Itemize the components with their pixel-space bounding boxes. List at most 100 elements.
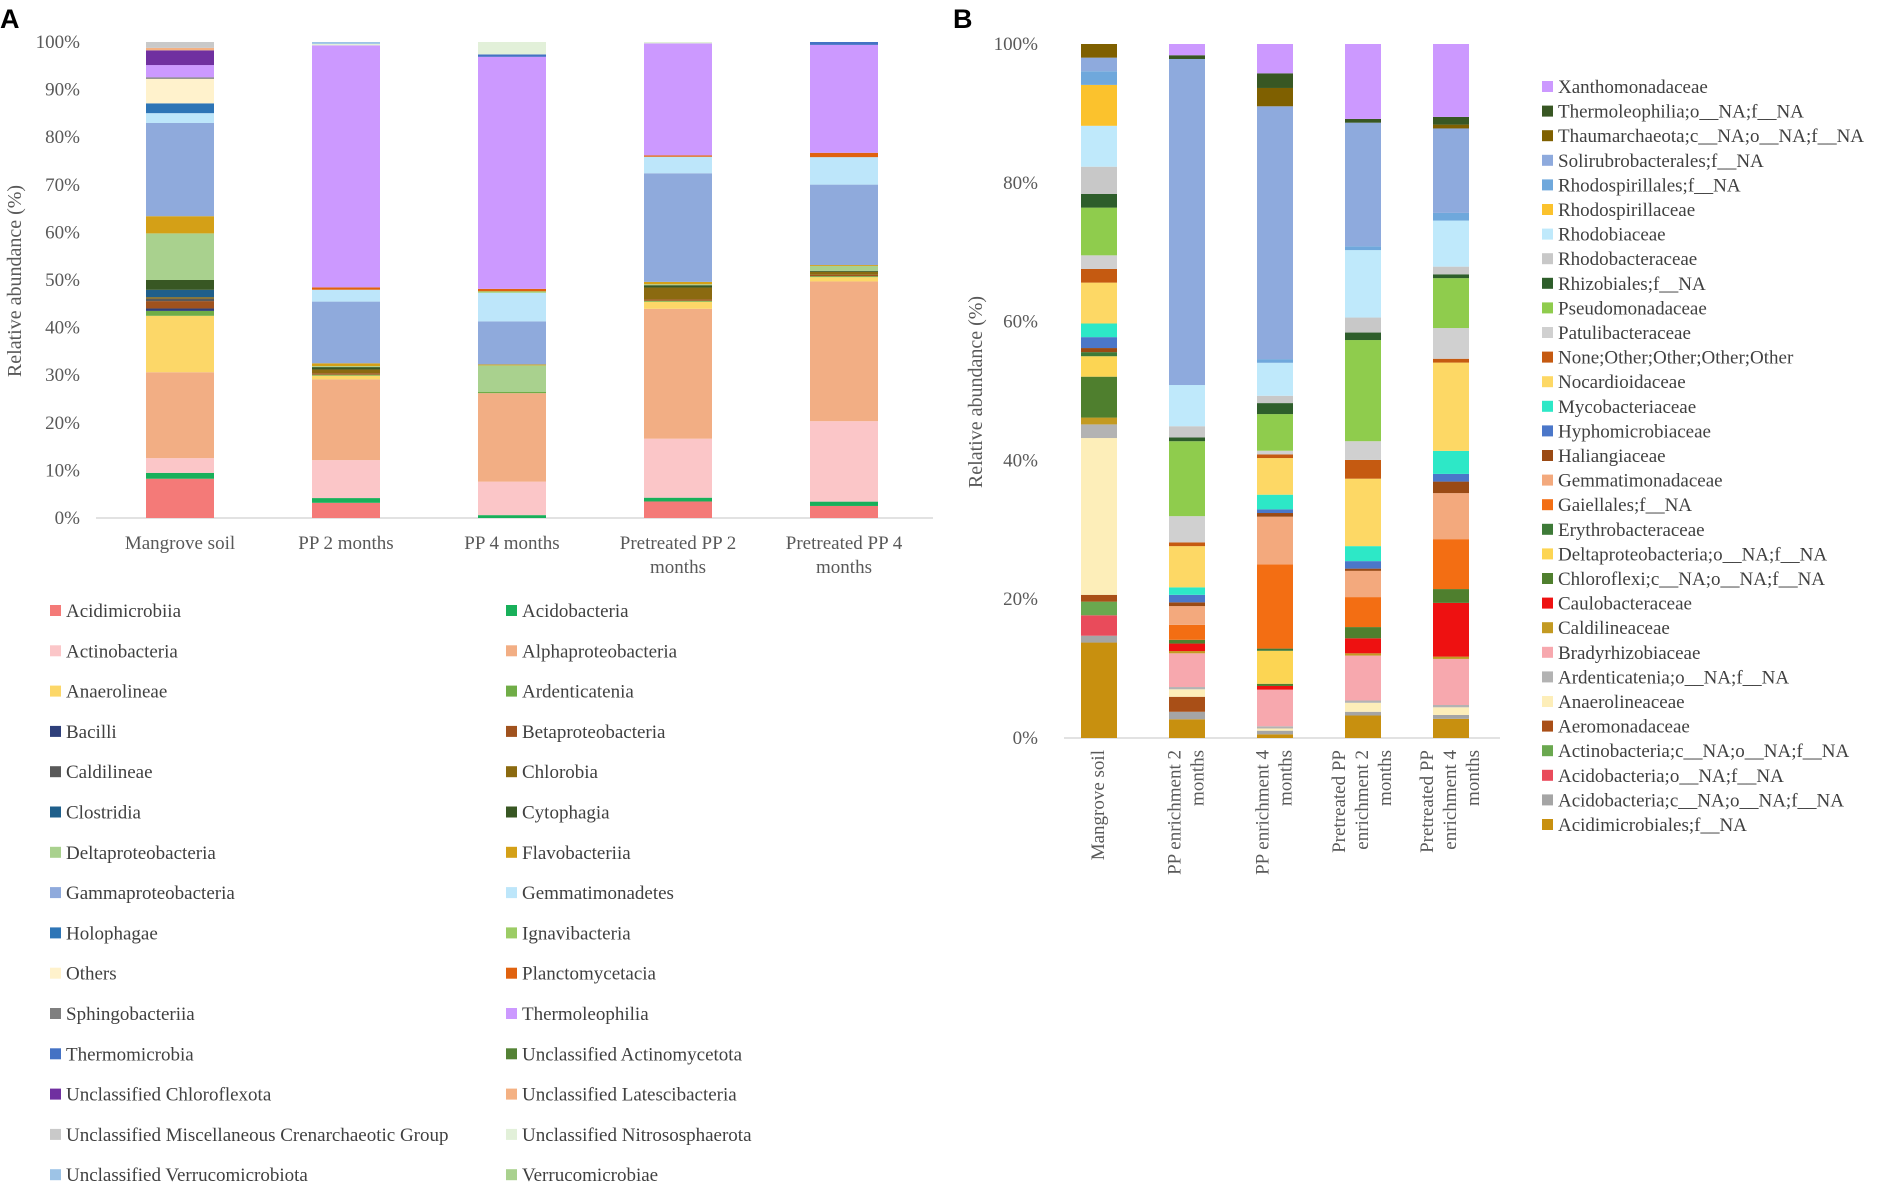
a-legend-item: Actinobacteria xyxy=(50,641,178,662)
a-bar-segment xyxy=(312,498,380,503)
b-bar-segment xyxy=(1257,650,1293,684)
b-legend-label: Deltaproteobacteria;o__NA;f__NA xyxy=(1558,544,1827,565)
b-category-label: months xyxy=(1375,750,1396,806)
b-bar-segment xyxy=(1257,403,1293,415)
a-bar-segment xyxy=(312,502,380,518)
a-bar-segment xyxy=(146,103,214,114)
a-bar-segment xyxy=(146,458,214,473)
a-bar-segment xyxy=(146,315,214,373)
b-bar-segment xyxy=(1081,337,1117,349)
b-bar-segment xyxy=(1345,340,1381,442)
a-bar-segment xyxy=(478,288,546,292)
a-legend-label: Actinobacteria xyxy=(66,641,178,662)
a-bar-stack xyxy=(146,42,214,518)
b-bar-segment xyxy=(1345,570,1381,598)
b-bar-segment xyxy=(1257,362,1293,396)
a-bar-segment xyxy=(478,481,546,516)
b-bar-segment xyxy=(1081,282,1117,324)
a-bar-segment xyxy=(312,363,380,367)
a-legend-swatch xyxy=(50,806,61,818)
a-legend-swatch xyxy=(506,927,517,939)
b-legend-swatch xyxy=(1542,548,1553,560)
b-bar-segment xyxy=(1169,542,1205,547)
b-bar-segment xyxy=(1345,655,1381,701)
b-bar-segment xyxy=(1345,44,1381,119)
b-legend-swatch xyxy=(1542,720,1553,732)
b-bar-segment xyxy=(1169,58,1205,386)
b-bar-segment xyxy=(1345,711,1381,716)
a-legend-item: Sphingobacteriia xyxy=(50,1004,195,1025)
a-legend-swatch xyxy=(506,887,517,899)
b-legend-swatch xyxy=(1542,671,1553,683)
a-legend-swatch xyxy=(506,1128,517,1140)
b-legend-item: Anaerolineaceae xyxy=(1542,692,1685,713)
b-legend-item: Patulibacteraceae xyxy=(1542,323,1691,344)
b-legend-item: Nocardioidaceae xyxy=(1542,372,1686,393)
a-bar-segment xyxy=(478,56,546,289)
a-bar-segment xyxy=(810,277,878,282)
a-bar-segment xyxy=(810,42,878,45)
a-bar-segment xyxy=(312,379,380,461)
b-legend-label: Gemmatimonadaceae xyxy=(1558,471,1723,492)
b-legend-swatch xyxy=(1542,622,1553,634)
b-bar-segment xyxy=(1257,87,1293,107)
a-y-tick-label: 10% xyxy=(45,460,80,481)
b-bar-segment xyxy=(1081,268,1117,283)
b-y-tick-label: 80% xyxy=(1003,173,1038,194)
a-legend-label: Thermomicrobia xyxy=(66,1044,194,1065)
a-bar-segment xyxy=(312,43,380,46)
a-legend-label: Alphaproteobacteria xyxy=(522,641,678,662)
a-bar-segment xyxy=(146,301,214,309)
a-bar-segment xyxy=(146,310,214,316)
a-bar-segment xyxy=(146,297,214,299)
a-legend-item: Unclassified Miscellaneous Crenarchaeoti… xyxy=(50,1125,449,1146)
a-legend-label: Cytophagia xyxy=(522,803,610,824)
b-legend-label: Chloroflexi;c__NA;o__NA;f__NA xyxy=(1558,569,1825,590)
a-legend-swatch xyxy=(506,685,517,697)
a-bar-segment xyxy=(810,265,878,267)
a-legend-swatch xyxy=(506,1008,517,1019)
a-bar-segment xyxy=(810,501,878,506)
a-y-tick-label: 30% xyxy=(45,365,80,386)
b-y-tick-label: 100% xyxy=(994,34,1039,55)
a-legend-label: Acidobacteria xyxy=(522,601,629,622)
b-legend-label: Rhodobiaceae xyxy=(1558,225,1666,246)
a-bar-segment xyxy=(810,152,878,158)
a-legend-swatch xyxy=(506,605,517,616)
a-bar-segment xyxy=(312,366,380,368)
b-legend-swatch xyxy=(1542,81,1553,92)
b-bar-segment xyxy=(1433,450,1469,474)
b-legend-item: Ardenticatenia;o__NA;f__NA xyxy=(1542,667,1789,688)
b-legend-swatch xyxy=(1542,302,1553,314)
b-bar-segment xyxy=(1081,323,1117,338)
panel-b-y-axis-label: Relative abundance (%) xyxy=(965,296,987,488)
a-legend-item: Bacilli xyxy=(50,722,117,743)
panel-a-y-axis-label: Relative abundance (%) xyxy=(4,185,26,377)
a-legend-label: Unclassified Miscellaneous Crenarchaeoti… xyxy=(66,1125,449,1146)
b-legend-swatch xyxy=(1542,794,1553,806)
b-legend-swatch xyxy=(1542,105,1553,117)
b-legend-swatch xyxy=(1542,327,1553,338)
b-bar-segment xyxy=(1081,356,1117,377)
a-legend-item: Unclassified Nitrososphaerota xyxy=(506,1125,752,1146)
a-bar-segment xyxy=(146,289,214,298)
b-bar-segment xyxy=(1433,714,1469,719)
b-category-label: months xyxy=(1276,750,1297,806)
b-bar-segment xyxy=(1433,718,1469,738)
b-legend-item: Chloroflexi;c__NA;o__NA;f__NA xyxy=(1542,569,1825,590)
b-bar-segment xyxy=(1257,494,1293,510)
b-legend-item: Hyphomicrobiaceae xyxy=(1542,421,1711,442)
b-bar-segment xyxy=(1081,594,1117,602)
a-legend-item: Unclassified Latescibacteria xyxy=(506,1085,737,1106)
b-bar-segment xyxy=(1345,246,1381,251)
b-bar-segment xyxy=(1081,348,1117,353)
a-legend-item: Thermomicrobia xyxy=(50,1044,194,1065)
b-bar-segment xyxy=(1345,118,1381,123)
a-y-tick-label: 0% xyxy=(55,508,81,529)
a-legend-item: Ardenticatenia xyxy=(506,682,634,703)
a-legend-swatch xyxy=(506,1048,517,1060)
b-bar-segment xyxy=(1433,116,1469,125)
b-bar-segment xyxy=(1169,44,1205,56)
b-legend-item: Gaiellales;f__NA xyxy=(1542,495,1692,516)
a-bar-segment xyxy=(478,364,546,366)
